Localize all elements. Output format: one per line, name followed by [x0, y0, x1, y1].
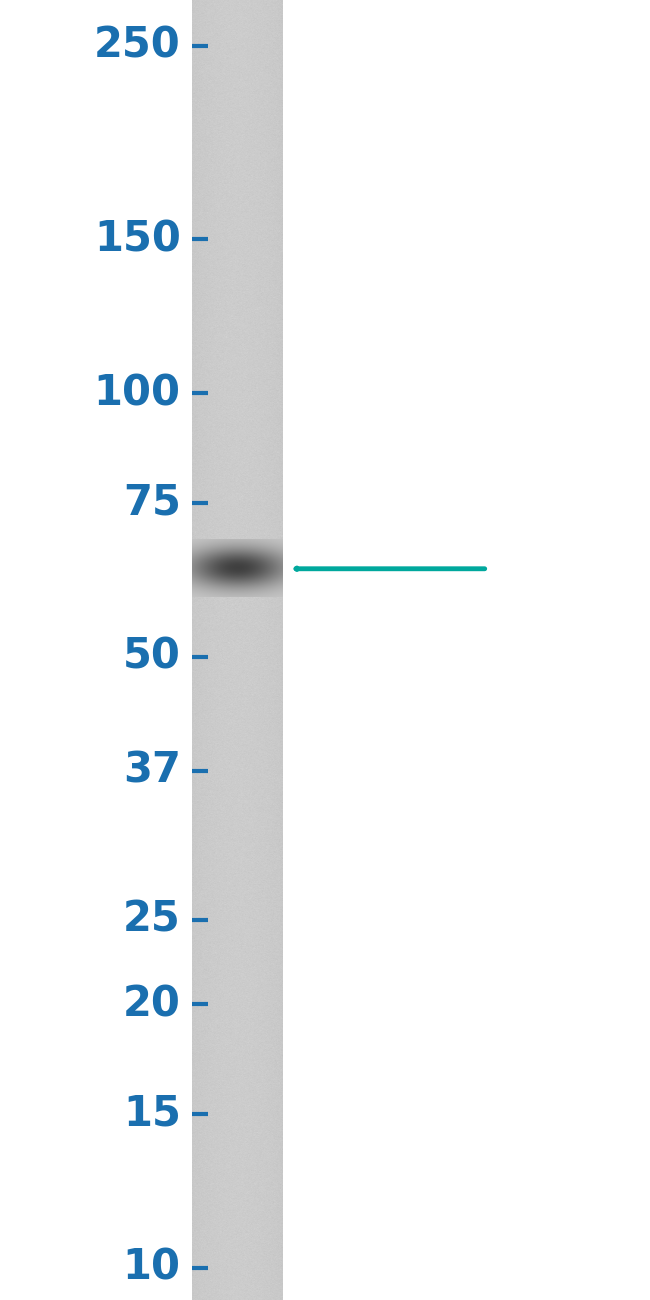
- Text: 20: 20: [123, 983, 181, 1026]
- Text: 25: 25: [123, 898, 181, 941]
- Text: 50: 50: [123, 636, 181, 677]
- Text: 100: 100: [94, 372, 181, 415]
- Text: 150: 150: [94, 218, 181, 260]
- Text: 37: 37: [123, 750, 181, 792]
- Text: 10: 10: [123, 1247, 181, 1288]
- Text: 250: 250: [94, 25, 181, 66]
- Text: 75: 75: [123, 481, 181, 524]
- Text: 15: 15: [123, 1092, 181, 1135]
